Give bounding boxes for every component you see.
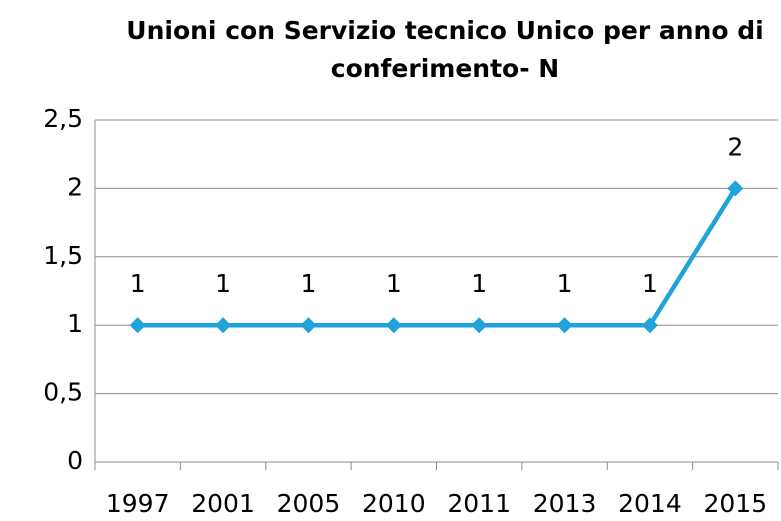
marker [641, 317, 658, 334]
data-label: 1 [642, 269, 658, 298]
y-tick-label: 1 [67, 309, 83, 338]
y-tick-label: 0 [67, 446, 83, 475]
marker [215, 317, 232, 334]
data-label: 1 [215, 269, 231, 298]
x-tick-label: 1997 [106, 489, 170, 518]
y-tick-label: 2,5 [43, 104, 83, 133]
x-tick-label: 2011 [447, 489, 511, 518]
marker [385, 317, 402, 334]
y-tick-label: 2 [67, 172, 83, 201]
chart-title: Unioni con Servizio tecnico Unico per an… [126, 16, 764, 83]
marker [471, 317, 488, 334]
x-tick-label: 2015 [704, 489, 768, 518]
marker [727, 180, 744, 197]
x-tick-label: 2010 [362, 489, 426, 518]
line [137, 187, 738, 328]
marker [300, 317, 317, 334]
marker [129, 317, 146, 334]
x-tick-label: 2005 [277, 489, 341, 518]
y-tick-label: 0,5 [43, 378, 83, 407]
marker [556, 317, 573, 334]
x-tick-label: 2001 [191, 489, 255, 518]
data-label: 1 [557, 269, 573, 298]
data-label: 1 [386, 269, 402, 298]
data-label: 1 [471, 269, 487, 298]
data-label: 1 [300, 269, 316, 298]
x-tick-label: 2013 [533, 489, 597, 518]
y-tick-label: 1,5 [43, 241, 83, 270]
x-tick-label: 2014 [618, 489, 682, 518]
data-label: 1 [130, 269, 146, 298]
data-label: 2 [727, 132, 743, 161]
